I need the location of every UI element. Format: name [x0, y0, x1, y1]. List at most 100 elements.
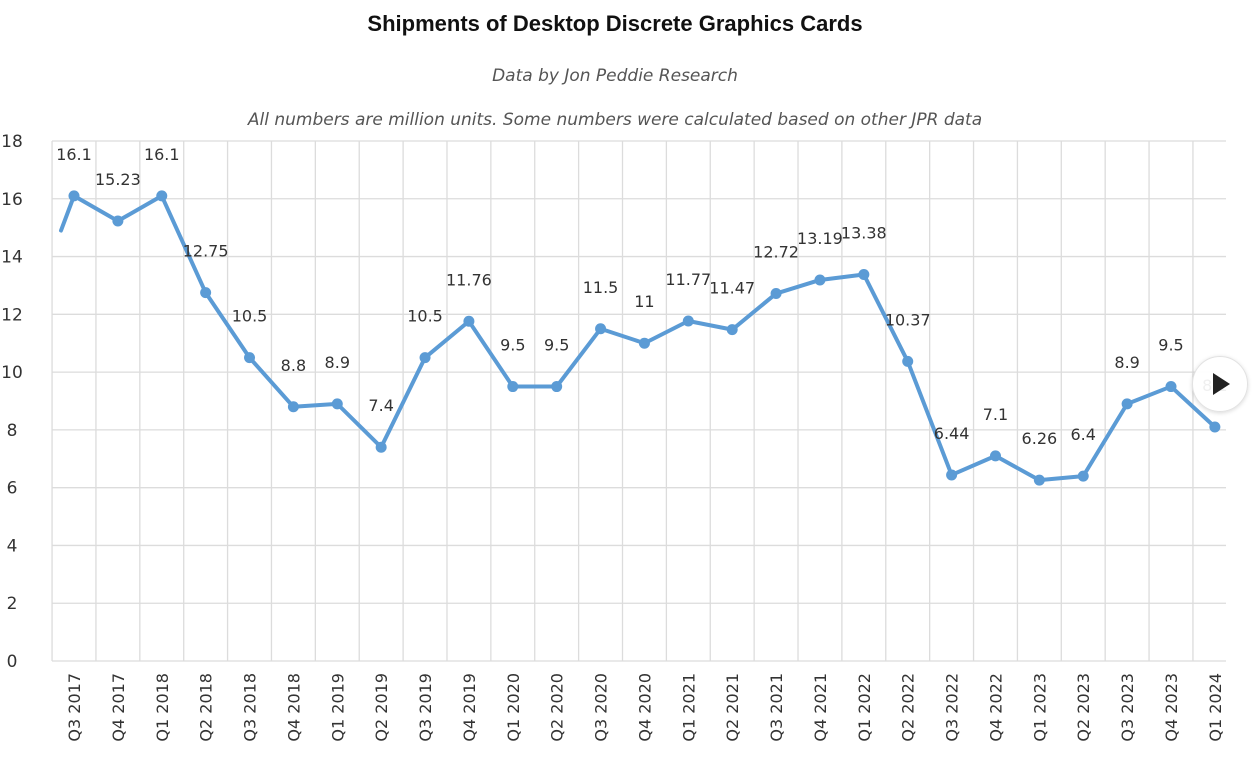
data-point: [551, 381, 563, 393]
data-label: 8.8: [281, 356, 306, 375]
data-label: 6.26: [1022, 429, 1058, 448]
x-tick-label: Q2 2018: [197, 673, 216, 742]
y-tick-label: 12: [1, 305, 23, 325]
y-tick-label: 16: [1, 190, 23, 210]
data-point: [463, 315, 475, 327]
data-label: 10.5: [232, 307, 268, 326]
data-point: [68, 190, 80, 202]
data-point: [419, 352, 431, 364]
data-label: 9.5: [1158, 336, 1183, 355]
data-point: [112, 215, 124, 227]
x-axis: Q3 2017 Q4 2017 Q1 2018 Q2 2018 Q3 2018 Q4 20…: [65, 673, 1225, 742]
x-tick-label: Q4 2020: [635, 673, 654, 742]
play-icon: [1213, 373, 1230, 395]
y-tick-label: 8: [7, 421, 18, 441]
data-point: [946, 469, 958, 481]
x-tick-label: Q4 2017: [109, 673, 128, 742]
data-point: [682, 315, 694, 327]
chart-subtitle: Data by Jon Peddie Research: [492, 66, 738, 86]
data-point: [1077, 470, 1089, 482]
data-label: 13.38: [841, 223, 887, 242]
data-point: [814, 274, 826, 286]
data-label: 9.5: [544, 336, 569, 355]
x-tick-label: Q1 2021: [679, 673, 698, 742]
data-label: 11.77: [665, 270, 711, 289]
series-line: [59, 193, 1217, 483]
y-tick-label: 4: [7, 536, 18, 556]
x-tick-label: Q4 2018: [284, 673, 303, 742]
x-tick-label: Q1 2022: [855, 673, 874, 742]
data-label: 8.9: [325, 353, 350, 372]
x-tick-label: Q2 2019: [372, 673, 391, 742]
data-label: 10.37: [885, 310, 931, 329]
data-label: 11.47: [709, 279, 755, 298]
x-tick-label: Q3 2017: [65, 673, 84, 742]
x-tick-label: Q4 2023: [1162, 673, 1181, 742]
data-label: 7.4: [368, 396, 393, 415]
x-tick-label: Q2 2021: [723, 673, 742, 742]
x-tick-label: Q4 2022: [986, 673, 1005, 742]
data-point: [200, 287, 212, 299]
data-point: [1209, 421, 1221, 433]
data-point: [244, 352, 256, 364]
x-tick-label: Q1 2023: [1030, 673, 1049, 742]
x-tick-label: Q1 2024: [1206, 673, 1225, 742]
y-tick-label: 10: [1, 363, 23, 383]
x-tick-label: Q3 2020: [592, 673, 611, 742]
x-tick-label: Q4 2021: [811, 673, 830, 742]
data-label: 9.5: [500, 336, 525, 355]
x-tick-label: Q2 2022: [899, 673, 918, 742]
data-point: [331, 398, 343, 410]
data-point: [726, 324, 738, 336]
x-tick-label: Q3 2021: [767, 673, 786, 742]
data-point: [858, 268, 870, 280]
data-point: [989, 450, 1001, 462]
data-label: 16.1: [144, 145, 180, 164]
grid: [51, 140, 1226, 662]
y-tick-label: 14: [1, 248, 23, 268]
data-point: [375, 441, 387, 453]
chart-note: All numbers are million units. Some numb…: [247, 110, 982, 130]
data-label: 15.23: [95, 170, 141, 189]
data-label: 11: [634, 292, 654, 311]
chart-title: Shipments of Desktop Discrete Graphics C…: [367, 11, 862, 36]
data-label: 11.76: [446, 270, 492, 289]
data-point: [1121, 398, 1133, 410]
x-tick-label: Q3 2019: [416, 673, 435, 742]
y-tick-label: 6: [7, 479, 18, 499]
x-tick-label: Q3 2022: [943, 673, 962, 742]
data-label: 6.44: [934, 424, 970, 443]
data-label: 12.75: [183, 242, 229, 261]
data-point: [902, 355, 914, 367]
x-tick-label: Q4 2019: [460, 673, 479, 742]
data-point: [595, 323, 607, 335]
data-label: 10.5: [407, 307, 443, 326]
y-tick-label: 18: [1, 132, 23, 152]
x-tick-label: Q3 2023: [1118, 673, 1137, 742]
y-tick-label: 2: [7, 594, 18, 614]
x-tick-label: Q2 2020: [548, 673, 567, 742]
data-point: [156, 190, 168, 202]
data-label: 12.72: [753, 243, 799, 262]
x-tick-label: Q2 2023: [1074, 673, 1093, 742]
data-point: [770, 288, 782, 300]
x-tick-label: Q3 2018: [241, 673, 260, 742]
data-point: [1033, 474, 1045, 486]
data-point: [287, 401, 299, 413]
x-tick-label: Q1 2020: [504, 673, 523, 742]
x-tick-label: Q1 2018: [153, 673, 172, 742]
data-label: 13.19: [797, 229, 843, 248]
y-axis: 0 2 4 6 8 10 12 14 16 18: [1, 132, 23, 672]
data-point: [1165, 381, 1177, 393]
x-tick-label: Q1 2019: [328, 673, 347, 742]
data-label: 16.1: [56, 145, 92, 164]
data-point: [507, 381, 519, 393]
y-tick-label: 0: [7, 652, 18, 672]
data-point: [638, 337, 650, 349]
play-button[interactable]: [1192, 356, 1248, 412]
series: [59, 190, 1221, 486]
data-label: 6.4: [1071, 425, 1096, 444]
data-label: 8.9: [1114, 353, 1139, 372]
